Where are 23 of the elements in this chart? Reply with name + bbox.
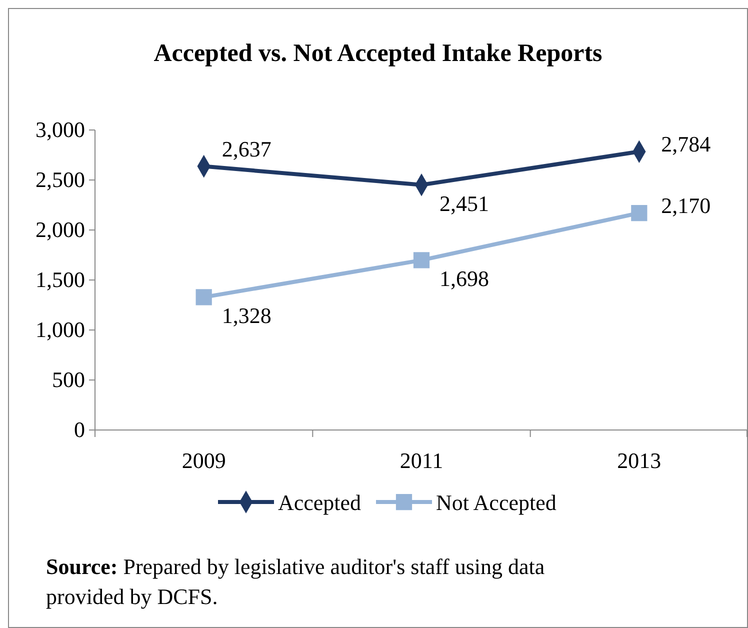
x-tick-label: 2009 bbox=[182, 448, 226, 473]
source-note: Source: Prepared by legislative auditor's staff using data provided by DCFS. bbox=[46, 554, 545, 609]
point bbox=[196, 289, 212, 306]
point bbox=[631, 204, 648, 222]
y-tick-label: 0 bbox=[74, 417, 85, 442]
x-tick-label: 2013 bbox=[617, 448, 662, 473]
chart-title: Accepted vs. Not Accepted Intake Reports bbox=[154, 40, 603, 67]
data-label: 2,451 bbox=[440, 190, 489, 216]
y-tick-label: 2,000 bbox=[36, 217, 85, 242]
data-label: 2,784 bbox=[661, 132, 711, 157]
y-tick-label: 3,000 bbox=[36, 117, 85, 142]
data-label: 2,637 bbox=[222, 136, 272, 162]
point bbox=[413, 252, 430, 268]
x-tick-label: 2011 bbox=[400, 448, 444, 473]
legend-label: Not Accepted bbox=[436, 490, 556, 515]
legend-label: Accepted bbox=[278, 490, 362, 515]
data-label: 2,170 bbox=[661, 193, 711, 218]
y-tick-label: 2,500 bbox=[36, 167, 85, 192]
data-label: 1,698 bbox=[440, 266, 489, 292]
y-tick-label: 500 bbox=[52, 367, 85, 392]
y-tick-label: 1,000 bbox=[36, 317, 85, 342]
data-label: 1,328 bbox=[222, 303, 272, 328]
y-tick-label: 1,500 bbox=[36, 267, 85, 292]
